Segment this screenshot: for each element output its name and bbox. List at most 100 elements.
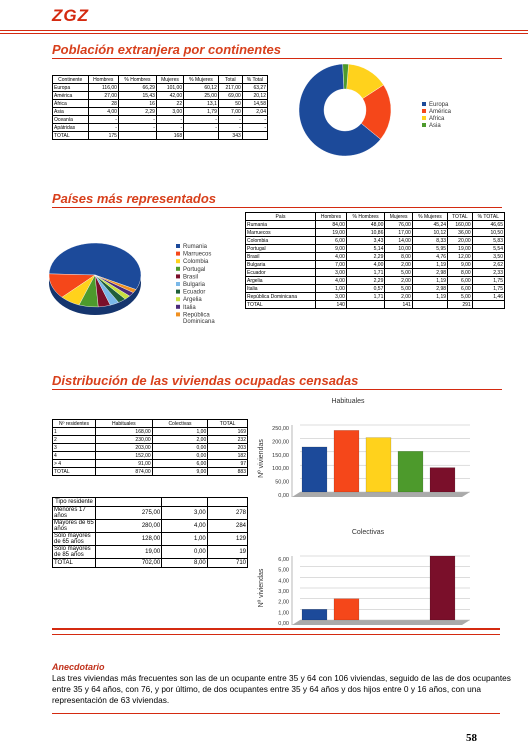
table-cell: 116,00 xyxy=(87,83,119,92)
table-cell: Menores 17 años xyxy=(52,506,96,520)
table-row: Menores 17 años 275,00 3,00 278 xyxy=(52,506,249,520)
y-tick-label: 250,00 xyxy=(272,426,289,432)
table-cell: 1,00 xyxy=(161,532,208,546)
table-cell: - xyxy=(155,123,185,132)
table-cell: 203,00 xyxy=(95,443,153,452)
table-row: Italia 1,00 0,57 5,00 2,98 6,00 1,75 xyxy=(244,284,506,293)
table-cell: - xyxy=(183,115,219,124)
table-cell: 27,00 xyxy=(87,91,119,100)
table-cell: 4,76 xyxy=(411,252,449,261)
table-cell: Ecuador xyxy=(244,268,317,277)
table-row: América 27,00 15,43 42,00 25,00 69,00 20,12 xyxy=(52,91,269,100)
table-cell: 3,00 xyxy=(155,107,185,116)
table-cell: Europa xyxy=(52,83,89,92)
chart-title: Colectivas xyxy=(352,529,385,536)
table-cell: Colectivas xyxy=(151,419,209,428)
legend-label: Africa xyxy=(429,116,445,122)
table-cell: % Mujeres xyxy=(183,75,219,84)
table-row: 3 203,00 0,00 203 xyxy=(52,443,248,452)
table-cell: 152,00 xyxy=(95,451,153,460)
table-cell: 45,24 xyxy=(411,220,449,229)
table-row: Oceanía - - - - - - xyxy=(52,115,269,124)
section-title: Población extranjera por continentes xyxy=(52,42,281,57)
legend-swatch xyxy=(176,274,180,279)
table-cell: 1,75 xyxy=(471,284,506,293)
table-cell: 3,43 xyxy=(345,236,386,245)
table-row: TOTAL 702,00 8,00 710 xyxy=(52,558,249,568)
table-cell: 76,00 xyxy=(384,220,413,229)
table-row: 1 168,00 1,00 169 xyxy=(52,427,248,436)
table-row: República Dominicana 3,00 1,71 2,00 1,19 5,00… xyxy=(244,292,506,301)
legend-label: Bulgaria xyxy=(183,282,206,288)
legend-line: Dominicana xyxy=(183,319,215,325)
legend-label: Portugal xyxy=(183,267,205,273)
table-cell: 230,00 xyxy=(95,435,153,444)
table-row: > 4 91,00 6,00 97 xyxy=(52,459,248,468)
table-cell: 160,00 xyxy=(447,220,473,229)
table-row: 4 152,00 0,00 182 xyxy=(52,451,248,460)
section-rule xyxy=(52,58,502,59)
table-cell: 4,00 xyxy=(315,252,347,261)
legend-swatch xyxy=(176,312,180,317)
section-rule xyxy=(52,207,502,208)
table-cell: Brasil xyxy=(244,252,317,261)
table: País Hombres% Hombres Mujeres% Mujeres TOTA… xyxy=(244,212,506,309)
table-cell: 0,00 xyxy=(161,545,208,559)
table-cell: 2,29 xyxy=(345,252,386,261)
table-cell: 36,00 xyxy=(447,228,473,237)
table-cell: - xyxy=(217,123,243,132)
table-cell: 10,86 xyxy=(345,228,386,237)
y-tick-label: 100,00 xyxy=(272,466,289,472)
table-cell: 710 xyxy=(206,558,249,568)
table-row: Bulgaria 7,00 4,00 2,00 1,19 9,00 2,62 xyxy=(244,260,506,269)
table-cell: 141 xyxy=(384,300,413,309)
table-cell: 0,00 xyxy=(151,451,209,460)
table-cell: 2,00 xyxy=(384,292,413,301)
legend-swatch xyxy=(176,251,180,256)
table-cell xyxy=(94,497,163,507)
y-tick-label: 4,00 xyxy=(278,578,289,584)
y-tick-label: 1,00 xyxy=(278,610,289,616)
table-cell: 20,12 xyxy=(241,91,269,100)
chart-floor xyxy=(292,492,470,497)
table-cell: 5,54 xyxy=(471,244,506,253)
table-cell: TOTAL xyxy=(207,419,248,428)
table-cell: Argelia xyxy=(244,276,317,285)
table-row: Mayores de 65 años 280,00 4,00 284 xyxy=(52,519,249,533)
table-cell: Tipo residente xyxy=(52,497,96,507)
table-row: África 28 16 22 13,1 50 14,58 xyxy=(52,99,269,108)
table-cell: 1 xyxy=(52,427,96,436)
note-rule xyxy=(52,628,500,630)
legend-label: Ecuador xyxy=(183,290,205,296)
table-cell: 275,00 xyxy=(94,506,163,520)
table-cell: 140 xyxy=(315,300,347,309)
table-cell: 2 xyxy=(52,435,96,444)
legend-label: Marruecos xyxy=(183,252,211,258)
y-tick-label: 2,00 xyxy=(278,600,289,606)
table-cell: 232 xyxy=(207,435,248,444)
table-cell: 7,00 xyxy=(315,260,347,269)
note-rule xyxy=(52,713,500,714)
table-cell: África xyxy=(52,99,89,108)
table-cell: 28 xyxy=(87,99,119,108)
table-cell: 5,00 xyxy=(384,284,413,293)
table-cell: 2,00 xyxy=(151,435,209,444)
y-tick-label: 3,00 xyxy=(278,589,289,595)
bar xyxy=(397,451,424,493)
y-tick-label: 0,00 xyxy=(278,493,289,499)
table-cell: 6,00 xyxy=(151,459,209,468)
table-cell: Habituales xyxy=(95,419,153,428)
table-cell: - xyxy=(183,123,219,132)
legend-label: América xyxy=(429,109,452,115)
table-cell xyxy=(345,300,386,309)
table-cell: TOTAL xyxy=(52,131,89,140)
table-cell: 1,19 xyxy=(411,292,449,301)
table-cell: Bulgaria xyxy=(244,260,317,269)
table-cell: 1,00 xyxy=(151,427,209,436)
y-axis-label: Nº viviendas xyxy=(258,439,265,478)
header-rule xyxy=(0,30,528,31)
table-cell xyxy=(411,300,449,309)
table-cell: 10,00 xyxy=(384,244,413,253)
table-cell: Rumania xyxy=(244,220,317,229)
table-row: Apátridas - - - - - - xyxy=(52,123,269,132)
